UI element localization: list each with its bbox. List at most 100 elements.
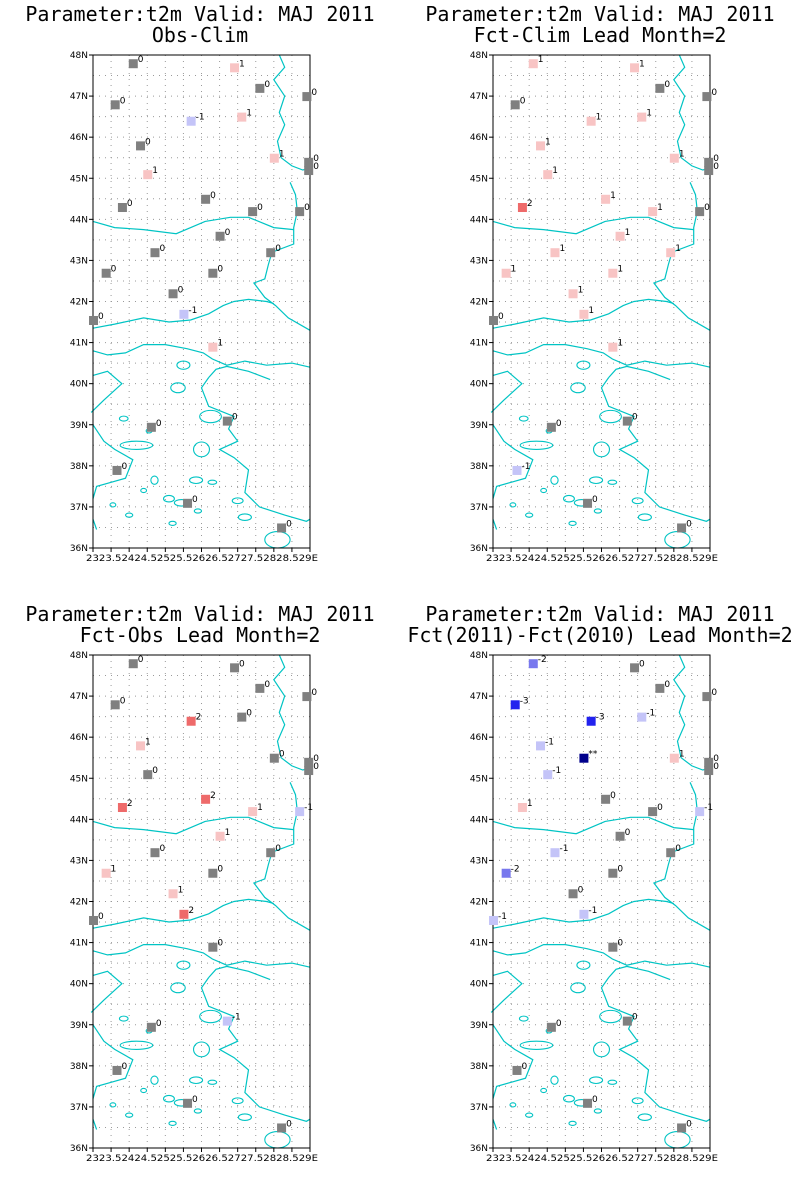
lat-tick-label: 39N: [70, 1021, 88, 1031]
station-value-label: 0: [286, 1119, 292, 1129]
island-outline: [593, 508, 603, 514]
station-value-label: 1: [639, 59, 645, 69]
station-value-label: 0: [138, 655, 144, 665]
station-value-label: 1: [617, 339, 623, 349]
station-marker: [630, 663, 640, 673]
lat-tick-label: 42N: [70, 298, 88, 308]
station-marker: [608, 342, 618, 352]
station-value-label: -1: [646, 709, 655, 719]
coastline: [92, 344, 311, 368]
island-outline: [637, 513, 652, 522]
station-marker: [536, 741, 546, 751]
lat-tick-label: 45N: [470, 774, 488, 784]
station-marker: [622, 1016, 632, 1026]
island-outline: [109, 502, 117, 508]
lat-tick-label: 45N: [470, 174, 488, 184]
lat-tick-label: 43N: [70, 856, 88, 866]
station-value-label: 0: [313, 154, 319, 164]
station-marker: [601, 794, 611, 804]
coastline: [490, 970, 523, 1013]
station-marker: [655, 683, 665, 693]
island-outline: [664, 1131, 691, 1149]
lat-tick-label: 38N: [470, 462, 488, 472]
station-value-label: 1: [511, 265, 517, 275]
island-outline: [540, 487, 548, 494]
station-marker: [510, 700, 520, 710]
lat-tick-label: 47N: [470, 92, 488, 102]
lat-tick-label: 48N: [70, 651, 88, 661]
station-value-label: 0: [122, 1062, 128, 1072]
station-marker: [543, 770, 553, 780]
island-outline: [540, 1087, 548, 1094]
island-outline: [118, 415, 129, 422]
island-outline: [562, 1094, 575, 1103]
station-value-label: -1: [196, 113, 205, 123]
island-outline: [150, 1075, 159, 1085]
station-marker: [302, 92, 312, 102]
coastline: [90, 970, 123, 1013]
station-marker: [543, 170, 553, 180]
island-outline: [599, 409, 622, 424]
lat-tick-label: 41N: [470, 939, 488, 949]
station-value-label: 0: [313, 162, 319, 172]
lat-tick-label: 46N: [470, 733, 488, 743]
island-outline: [592, 1041, 611, 1058]
coastline: [92, 1119, 98, 1130]
station-value-label: 0: [498, 312, 504, 322]
station-value-label: -1: [304, 803, 313, 813]
coastline: [92, 424, 134, 499]
station-value-label: -1: [588, 906, 597, 916]
island-outline: [570, 382, 586, 394]
station-value-label: 0: [156, 1019, 162, 1029]
island-outline: [264, 531, 291, 549]
lon-tick-labels: 2323.52424.52525.52626.52727.52828.529E: [86, 1154, 318, 1164]
station-value-label: 1: [617, 265, 623, 275]
station-value-label: 0: [192, 495, 198, 505]
island-outline: [189, 1076, 204, 1085]
station-marker: [608, 942, 618, 952]
station-marker: [117, 803, 127, 813]
island-outline: [589, 1076, 604, 1085]
station-value-label: 0: [592, 495, 598, 505]
station-marker: [550, 848, 560, 858]
lat-tick-label: 36N: [470, 1144, 488, 1154]
station-marker: [695, 207, 705, 217]
island-outline: [519, 1040, 554, 1050]
coastline: [490, 370, 523, 413]
island-outline: [199, 1009, 222, 1024]
station-marker: [608, 868, 618, 878]
lat-tick-label: 45N: [70, 774, 88, 784]
island-outline: [168, 1120, 177, 1126]
station-marker: [168, 889, 178, 899]
lat-tick-label: 44N: [470, 815, 488, 825]
station-value-label: 1: [675, 244, 681, 254]
lat-tick-label: 46N: [470, 133, 488, 143]
station-value-label: 0: [178, 285, 184, 295]
island-outline: [550, 1075, 559, 1085]
station-value-label: 0: [522, 1062, 528, 1072]
station-value-label: 1: [111, 865, 117, 875]
lat-tick-label: 42N: [470, 898, 488, 908]
island-outline: [109, 1102, 117, 1108]
station-marker: [583, 1098, 593, 1108]
island-outline: [607, 479, 618, 485]
lat-tick-label: 46N: [70, 133, 88, 143]
station-value-label: 0: [578, 885, 584, 895]
station-marker: [222, 416, 232, 426]
station-value-label: 1: [257, 803, 263, 813]
station-marker: [208, 342, 218, 352]
lat-tick-label: 45N: [70, 174, 88, 184]
station-value-label: 2: [196, 713, 202, 723]
station-value-label: 1: [239, 59, 245, 69]
station-marker: [208, 868, 218, 878]
station-marker: [622, 416, 632, 426]
lat-tick-label: 37N: [70, 1103, 88, 1113]
station-value-label: 0: [232, 413, 238, 423]
station-value-label: 0: [217, 939, 223, 949]
station-value-label: 0: [713, 154, 719, 164]
station-marker: [295, 807, 305, 817]
station-marker: [648, 207, 658, 217]
station-marker: [150, 248, 160, 258]
station-marker: [528, 659, 538, 669]
coastline: [92, 1024, 134, 1099]
